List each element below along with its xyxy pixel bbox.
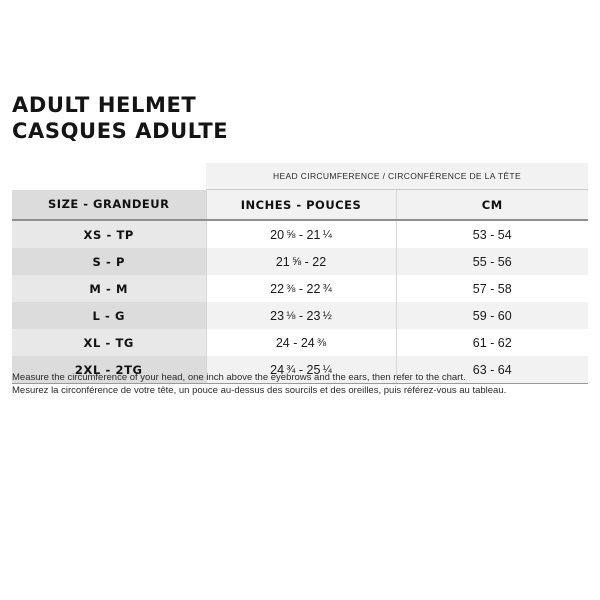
inches-low-whole: 21	[275, 254, 290, 269]
column-header-size: SIZE - GRANDEUR	[12, 189, 206, 221]
table-span-header-row: HEAD CIRCUMFERENCE / CIRCONFÉRENCE DE LA…	[12, 163, 588, 190]
inches-high-whole: 22	[306, 281, 321, 296]
inches-high-fraction: ¼	[320, 364, 332, 376]
cell-size: 2XL - 2TG	[12, 356, 206, 384]
inches-high-whole: 24	[300, 335, 315, 350]
size-table: HEAD CIRCUMFERENCE / CIRCONFÉRENCE DE LA…	[12, 163, 588, 384]
span-header-empty-cell	[12, 163, 206, 190]
table-column-header-row: SIZE - GRANDEUR INCHES - POUCES CM	[12, 189, 588, 221]
inches-high-fraction: ½	[320, 310, 332, 322]
inches-low-whole: 22	[270, 281, 285, 296]
cell-cm: 59 - 60	[395, 302, 588, 329]
inches-high-fraction: ¾	[320, 283, 332, 295]
inches-high-whole: 22	[312, 254, 327, 269]
cell-inches: 21 ⅝ - 22	[205, 248, 396, 275]
table-row: XS - TP 20 ⅝ - 21 ¼ 53 - 54	[12, 220, 588, 248]
inches-low-whole: 23	[270, 308, 285, 323]
inches-high-whole: 25	[306, 362, 321, 377]
instruction-en: Measure the circumference of your head, …	[12, 372, 466, 383]
cell-inches: 24 ¾ - 25 ¼	[205, 356, 396, 384]
inches-range-separator: -	[289, 335, 301, 350]
table-row: L - G 23 ⅛ - 23 ½ 59 - 60	[12, 302, 588, 329]
instruction-fr: Mesurez la circonférence de votre tête, …	[12, 385, 507, 396]
table-body: XS - TP 20 ⅝ - 21 ¼ 53 - 54 S - P 21 ⅝ -…	[12, 220, 588, 384]
cell-inches: 24 - 24 ⅜	[205, 329, 396, 356]
inches-low-whole: 20	[270, 227, 285, 242]
column-header-cm: CM	[395, 189, 588, 221]
inches-low-fraction: ⅝	[284, 229, 296, 241]
inches-low-fraction: ⅜	[284, 283, 296, 295]
table-row: S - P 21 ⅝ - 22 55 - 56	[12, 248, 588, 275]
inches-range-separator: -	[295, 362, 307, 377]
page-title-en: ADULT HELMET	[12, 93, 197, 117]
size-table-container: HEAD CIRCUMFERENCE / CIRCONFÉRENCE DE LA…	[12, 163, 588, 384]
measurement-instructions: Measure the circumference of your head, …	[12, 371, 588, 397]
table-row: M - M 22 ⅜ - 22 ¾ 57 - 58	[12, 275, 588, 302]
cell-inches: 23 ⅛ - 23 ½	[205, 302, 396, 329]
table-row: XL - TG 24 - 24 ⅜ 61 - 62	[12, 329, 588, 356]
cell-inches: 22 ⅜ - 22 ¾	[205, 275, 396, 302]
inches-range-separator: -	[295, 281, 307, 296]
inches-range-separator: -	[301, 254, 313, 269]
inches-high-whole: 21	[306, 227, 321, 242]
inches-high-fraction: ⅜	[314, 337, 327, 349]
inches-low-fraction: ¾	[284, 364, 296, 376]
cell-cm: 57 - 58	[395, 275, 588, 302]
inches-range-separator: -	[295, 308, 307, 323]
inches-range-separator: -	[295, 227, 307, 242]
cell-inches: 20 ⅝ - 21 ¼	[205, 220, 396, 248]
cell-size: M - M	[12, 275, 206, 302]
cell-size: L - G	[12, 302, 206, 329]
page-title-fr: CASQUES ADULTE	[12, 119, 229, 143]
inches-high-whole: 23	[306, 308, 321, 323]
head-circumference-span-header: HEAD CIRCUMFERENCE / CIRCONFÉRENCE DE LA…	[206, 163, 588, 190]
table-row: 2XL - 2TG 24 ¾ - 25 ¼ 63 - 64	[12, 356, 588, 384]
cell-cm: 55 - 56	[395, 248, 588, 275]
document-title-block: ADULT HELMET CASQUES ADULTE	[12, 92, 588, 144]
cell-cm: 53 - 54	[395, 220, 588, 248]
inches-high-fraction: ¼	[320, 229, 332, 241]
inches-low-fraction: ⅛	[284, 310, 296, 322]
cell-cm: 61 - 62	[395, 329, 588, 356]
column-header-inches: INCHES - POUCES	[205, 189, 396, 221]
inches-low-whole: 24	[270, 362, 285, 377]
cell-size: S - P	[12, 248, 206, 275]
inches-low-whole: 24	[275, 335, 290, 350]
table-head: HEAD CIRCUMFERENCE / CIRCONFÉRENCE DE LA…	[12, 163, 588, 221]
cell-size: XS - TP	[12, 220, 206, 248]
cell-size: XL - TG	[12, 329, 206, 356]
inches-low-fraction: ⅝	[289, 256, 302, 268]
cell-cm: 63 - 64	[395, 356, 588, 384]
